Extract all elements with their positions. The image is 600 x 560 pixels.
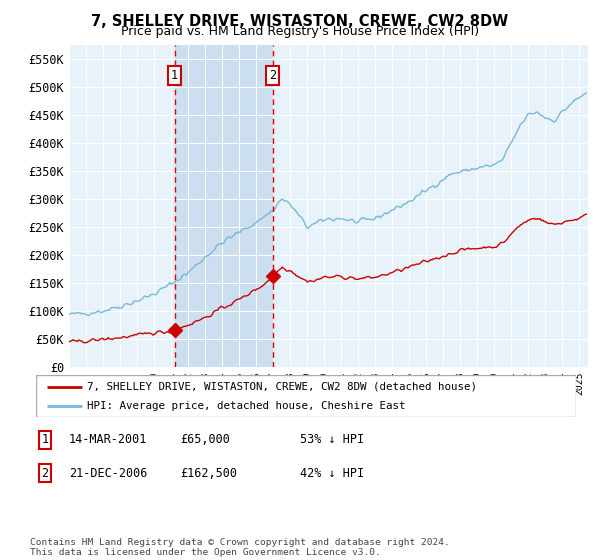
- Text: £65,000: £65,000: [180, 433, 230, 446]
- Bar: [175, 45, 272, 367]
- Text: HPI: Average price, detached house, Cheshire East: HPI: Average price, detached house, Ches…: [88, 401, 406, 411]
- Text: £162,500: £162,500: [180, 466, 237, 480]
- Text: 21-DEC-2006: 21-DEC-2006: [69, 466, 148, 480]
- Text: Price paid vs. HM Land Registry's House Price Index (HPI): Price paid vs. HM Land Registry's House …: [121, 25, 479, 38]
- Text: 7, SHELLEY DRIVE, WISTASTON, CREWE, CW2 8DW (detached house): 7, SHELLEY DRIVE, WISTASTON, CREWE, CW2 …: [88, 381, 478, 391]
- Text: Contains HM Land Registry data © Crown copyright and database right 2024.
This d: Contains HM Land Registry data © Crown c…: [30, 538, 450, 557]
- Text: 42% ↓ HPI: 42% ↓ HPI: [300, 466, 364, 480]
- Text: 1: 1: [41, 433, 49, 446]
- Text: 7, SHELLEY DRIVE, WISTASTON, CREWE, CW2 8DW: 7, SHELLEY DRIVE, WISTASTON, CREWE, CW2 …: [91, 14, 509, 29]
- Text: 2: 2: [41, 466, 49, 480]
- Text: 1: 1: [171, 69, 178, 82]
- Text: 53% ↓ HPI: 53% ↓ HPI: [300, 433, 364, 446]
- FancyBboxPatch shape: [36, 375, 576, 417]
- Text: 2: 2: [269, 69, 276, 82]
- Text: 14-MAR-2001: 14-MAR-2001: [69, 433, 148, 446]
